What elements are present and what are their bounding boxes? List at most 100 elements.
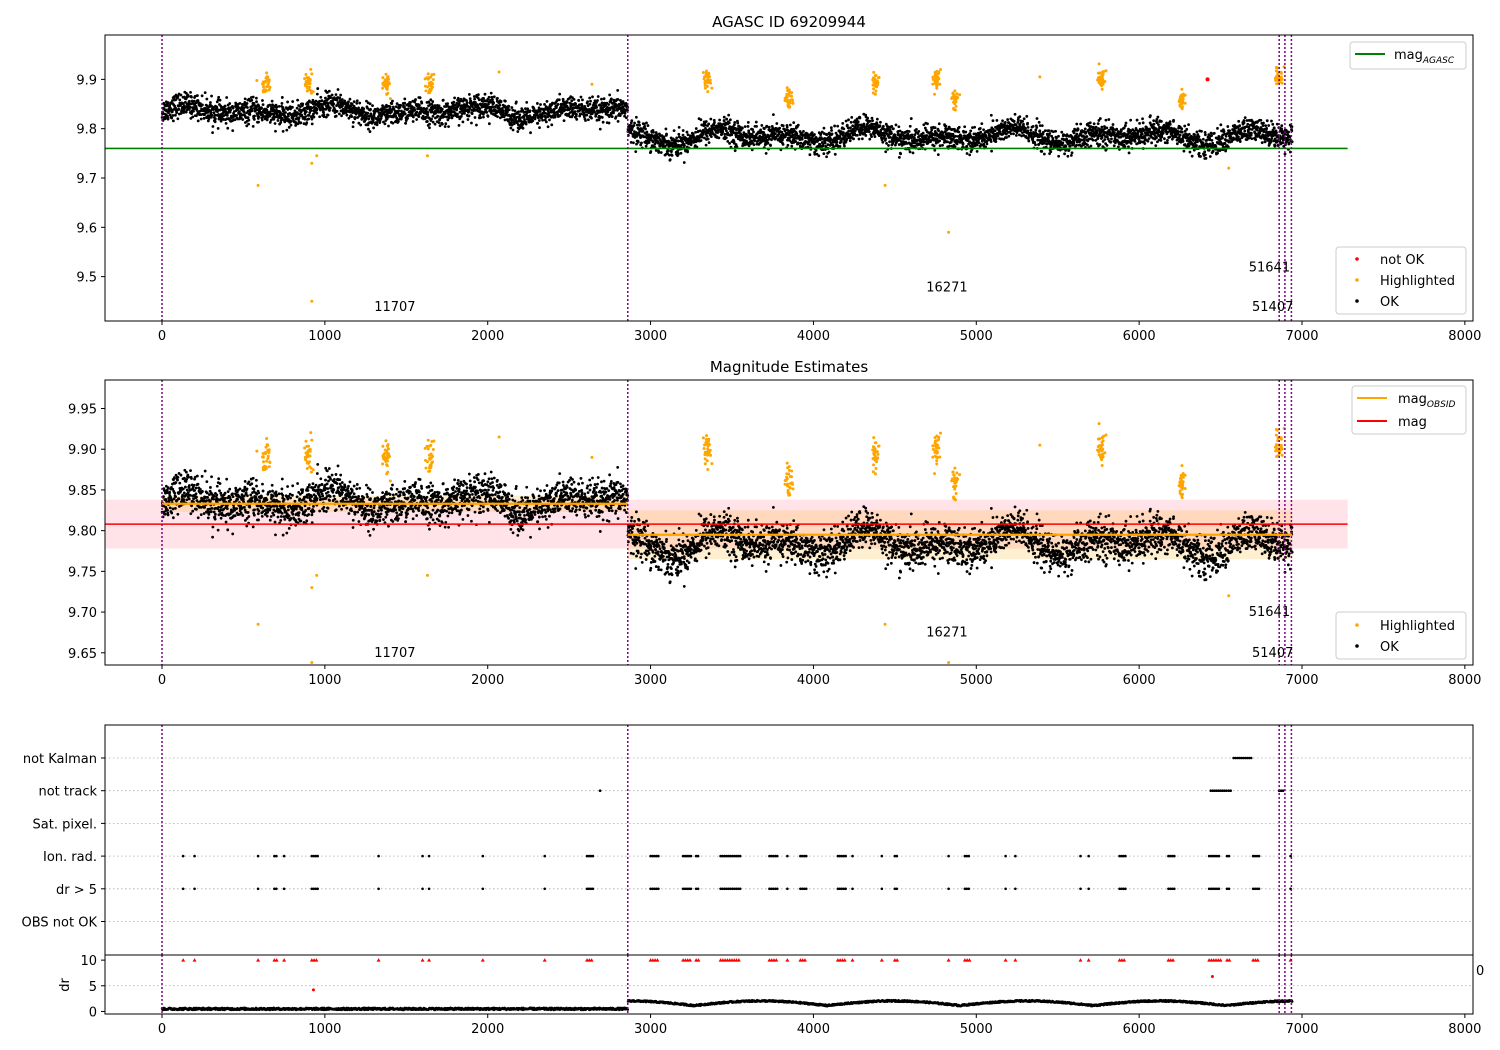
- ok-point: [466, 118, 470, 121]
- ok-point: [1127, 151, 1131, 155]
- ok-point: [470, 112, 474, 115]
- ok-point: [510, 106, 514, 109]
- ok-point: [843, 144, 846, 148]
- ok-point: [463, 111, 466, 115]
- ok-point: [304, 115, 308, 118]
- ok-point: [736, 121, 740, 125]
- ok-point: [849, 126, 852, 130]
- ok-point: [337, 112, 341, 116]
- ok-point: [1165, 141, 1169, 145]
- ok-point: [1193, 133, 1197, 137]
- ok-point: [1172, 118, 1175, 122]
- ok-point: [600, 116, 604, 119]
- ok-point: [868, 137, 872, 141]
- ok-point: [1238, 124, 1242, 128]
- ok-point: [709, 117, 713, 121]
- ok-point: [1075, 122, 1079, 126]
- ok-point: [775, 122, 779, 125]
- ok-point: [367, 117, 371, 121]
- ok-point: [665, 132, 668, 136]
- ok-point: [1212, 131, 1216, 135]
- ok-point: [1018, 115, 1022, 119]
- ok-point: [651, 140, 655, 144]
- ok-point: [492, 95, 496, 99]
- ok-point: [525, 101, 529, 104]
- ok-point: [833, 124, 837, 128]
- ok-point: [328, 109, 331, 112]
- ok-point: [1035, 117, 1039, 120]
- ok-point: [1214, 145, 1218, 148]
- ok-point: [565, 100, 569, 104]
- ok-point: [1111, 123, 1115, 126]
- ok-point: [993, 129, 997, 133]
- ok-point: [645, 130, 649, 134]
- ok-point: [286, 114, 290, 118]
- ok-point: [1180, 130, 1184, 134]
- ok-point: [990, 149, 993, 153]
- ok-point: [1152, 119, 1156, 123]
- ok-point: [746, 120, 750, 124]
- ok-point: [1089, 144, 1093, 148]
- ok-point: [491, 98, 494, 101]
- ok-point: [965, 152, 969, 155]
- ok-point: [681, 133, 685, 137]
- ok-point: [899, 152, 903, 156]
- ok-point: [318, 115, 322, 119]
- ok-point: [351, 121, 355, 124]
- ok-point: [814, 148, 818, 152]
- ok-point: [1157, 123, 1160, 127]
- ok-point: [728, 118, 732, 122]
- ok-point: [878, 124, 882, 128]
- ok-point: [521, 126, 525, 130]
- ok-point: [453, 96, 456, 100]
- ok-point: [316, 87, 320, 90]
- ok-point: [1049, 150, 1053, 154]
- ok-point: [428, 122, 431, 126]
- ok-point: [184, 100, 187, 104]
- ok-point: [1013, 112, 1017, 116]
- ok-point: [689, 143, 693, 147]
- ok-point: [296, 98, 300, 102]
- ok-point: [822, 152, 826, 156]
- ok-point: [1021, 119, 1024, 123]
- ok-point: [178, 98, 182, 102]
- ok-point: [190, 95, 193, 99]
- ok-point: [1103, 138, 1107, 141]
- ok-point: [1009, 132, 1013, 136]
- ok-point: [1219, 123, 1223, 127]
- ok-point: [433, 104, 437, 107]
- ok-point: [1085, 135, 1089, 138]
- ok-point: [796, 123, 800, 127]
- ok-point: [741, 126, 744, 130]
- ok-point: [608, 93, 612, 97]
- ok-point: [368, 102, 372, 106]
- ok-point: [260, 107, 263, 110]
- ok-point: [1216, 151, 1219, 155]
- ok-point: [388, 105, 392, 109]
- ok-point: [177, 107, 181, 111]
- ok-point: [1197, 151, 1201, 155]
- ok-point: [825, 155, 828, 159]
- ok-point: [203, 91, 207, 94]
- ok-point: [1160, 135, 1164, 139]
- ok-point: [289, 119, 293, 123]
- ok-point: [885, 142, 888, 145]
- ok-point: [1195, 130, 1199, 134]
- ok-point: [255, 100, 258, 104]
- ok-point: [1072, 131, 1076, 135]
- ok-point: [243, 97, 247, 101]
- ok-point: [475, 123, 478, 127]
- ok-point: [607, 103, 611, 106]
- ok-point: [367, 127, 370, 131]
- ok-point: [857, 137, 861, 141]
- ok-point: [319, 95, 323, 99]
- ok-point: [1107, 118, 1111, 121]
- ok-point: [781, 124, 785, 128]
- ok-point: [311, 98, 315, 102]
- ok-point: [1211, 149, 1215, 153]
- ok-point: [900, 131, 904, 134]
- ok-point: [955, 142, 959, 146]
- ok-point: [436, 114, 440, 118]
- ok-point: [897, 125, 901, 129]
- ok-point: [371, 120, 375, 124]
